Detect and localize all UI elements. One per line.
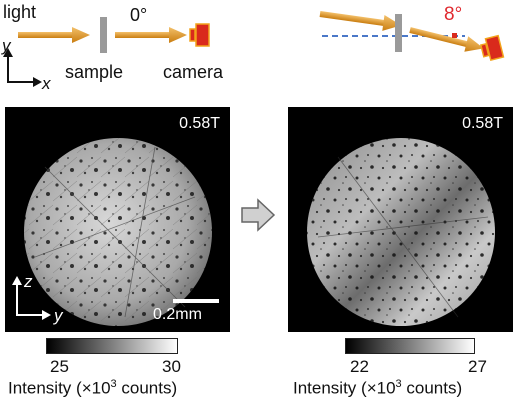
colorbar-right-title: Intensity (×103 counts)	[293, 378, 463, 398]
sample-plate	[395, 14, 402, 52]
transmitted-beam-arrow	[115, 27, 187, 43]
axis-z-label: z	[24, 272, 33, 291]
light-beam-arrow	[18, 27, 90, 43]
magneto-optical-image	[307, 138, 495, 326]
setup-diagram-tilted	[319, 11, 505, 62]
sample-plate	[100, 17, 107, 53]
colorbar-right	[345, 338, 475, 354]
axis-y-label: y	[2, 36, 11, 55]
field-label: 0.58T	[179, 115, 220, 132]
colorbar-right-max: 27	[468, 357, 487, 376]
axis-y-label: y	[54, 306, 63, 325]
tilted-light-beam-arrow	[319, 11, 402, 31]
field-label: 0.58T	[462, 115, 503, 132]
colorbar-right-min: 22	[350, 357, 369, 376]
camera-icon	[189, 23, 210, 47]
colorbar-left	[46, 338, 178, 354]
light-label: light	[3, 2, 37, 22]
axis-x-label: x	[42, 74, 51, 93]
zy-axes-icon	[12, 276, 51, 320]
xy-axes-icon	[3, 48, 42, 87]
tilted-transmitted-beam-arrow	[409, 27, 484, 52]
camera-icon	[479, 34, 505, 62]
scale-bar	[173, 299, 219, 303]
mo-image-panel-left: 0.58T z y 0.2mm	[5, 107, 230, 332]
camera-label: camera	[163, 62, 224, 82]
angle-marker	[452, 33, 457, 38]
angle-zero-label: 0°	[130, 5, 148, 25]
mo-image-panel-right: 0.58T	[288, 107, 513, 332]
magneto-optical-image	[24, 138, 212, 326]
colorbar-left-title: Intensity (×103 counts)	[8, 378, 178, 398]
setup-diagram-normal	[3, 17, 210, 87]
colorbar-left-min: 25	[50, 357, 69, 376]
angle-eight-label: 8°	[444, 4, 463, 25]
scale-label: 0.2mm	[153, 306, 202, 323]
colorbar-left-max: 30	[162, 357, 181, 376]
sample-label: sample	[65, 62, 124, 82]
right-arrow-icon	[241, 198, 276, 232]
